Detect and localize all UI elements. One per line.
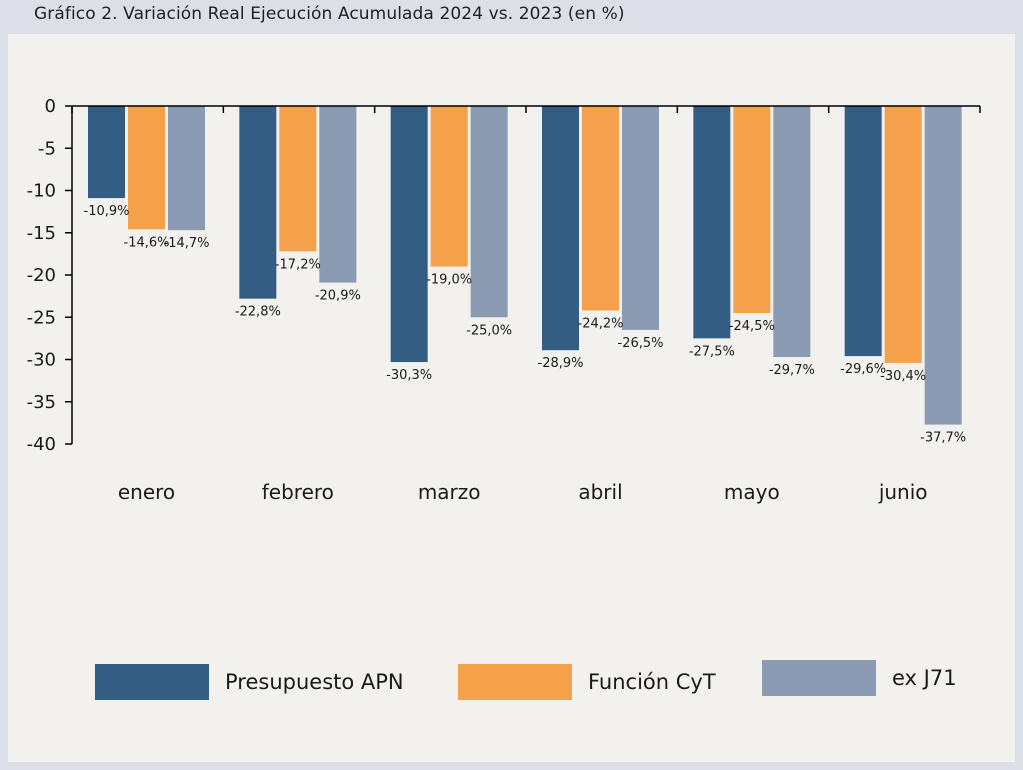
x-tick-label-febrero: febrero bbox=[262, 480, 334, 504]
y-tick-label: -35 bbox=[27, 392, 56, 413]
bar-funcion-cyt-enero bbox=[128, 106, 165, 230]
data-label-funcion-cyt-marzo: -19,0% bbox=[426, 273, 472, 288]
y-tick-label: -10 bbox=[27, 181, 56, 202]
bar-funcion-cyt-febrero bbox=[279, 106, 317, 252]
legend-item-ex-j71: ex J71 bbox=[762, 660, 982, 700]
data-label-presupuesto-apn-abril: -28,9% bbox=[538, 356, 584, 371]
legend-label-ex-j71: ex J71 bbox=[892, 666, 957, 690]
chart-panel: 0 -5 -10 -15 -20 -25 -30 -35 -40 enero febrero marz… bbox=[8, 34, 1015, 762]
legend-item-presupuesto-apn: Presupuesto APN bbox=[95, 664, 455, 704]
legend-swatch-funcion-cyt bbox=[458, 664, 572, 700]
data-label-presupuesto-apn-junio: -29,6% bbox=[840, 362, 886, 377]
x-tick-label-junio: junio bbox=[878, 480, 928, 504]
data-label-funcion-cyt-febrero: -17,2% bbox=[275, 257, 321, 272]
bar-presupuesto-apn-junio bbox=[844, 106, 882, 357]
legend-label-funcion-cyt: Función CyT bbox=[588, 670, 716, 694]
data-label-ex-j71-enero: -14,7% bbox=[164, 236, 210, 251]
data-label-presupuesto-apn-febrero: -22,8% bbox=[235, 305, 281, 320]
data-label-presupuesto-apn-marzo: -30,3% bbox=[386, 368, 432, 383]
bar-presupuesto-apn-febrero bbox=[239, 106, 277, 299]
data-label-funcion-cyt-enero: -14,6% bbox=[124, 235, 170, 250]
y-tick-label: 0 bbox=[45, 96, 56, 117]
legend-swatch-ex-j71 bbox=[762, 660, 876, 696]
data-label-ex-j71-abril: -26,5% bbox=[618, 336, 664, 351]
y-tick-label: -25 bbox=[27, 307, 56, 328]
bar-funcion-cyt-abril bbox=[582, 106, 619, 311]
bar-ex-j71-febrero bbox=[319, 106, 357, 283]
bar-chart: 0 -5 -10 -15 -20 -25 -30 -35 -40 enero febrero marz… bbox=[27, 96, 981, 504]
x-tick-label-enero: enero bbox=[118, 480, 175, 504]
x-tick-label-mayo: mayo bbox=[724, 480, 780, 504]
data-label-funcion-cyt-junio: -30,4% bbox=[880, 369, 926, 384]
y-tick-label: -40 bbox=[27, 434, 56, 455]
bar-ex-j71-enero bbox=[168, 106, 205, 231]
y-tick-label: -20 bbox=[27, 265, 56, 286]
legend-label-presupuesto-apn: Presupuesto APN bbox=[225, 670, 404, 694]
data-label-ex-j71-marzo: -25,0% bbox=[466, 323, 512, 338]
legend-swatch-presupuesto-apn bbox=[95, 664, 209, 700]
bar-ex-j71-junio bbox=[924, 106, 962, 425]
bar-funcion-cyt-marzo bbox=[430, 106, 468, 267]
data-label-presupuesto-apn-mayo: -27,5% bbox=[689, 344, 735, 359]
bar-ex-j71-abril bbox=[622, 106, 659, 330]
bar-ex-j71-marzo bbox=[470, 106, 508, 318]
bar-presupuesto-apn-marzo bbox=[390, 106, 428, 363]
data-label-ex-j71-mayo: -29,7% bbox=[769, 363, 815, 378]
bar-ex-j71-mayo bbox=[773, 106, 811, 357]
bar-presupuesto-apn-mayo bbox=[693, 106, 731, 339]
y-tick-label: -15 bbox=[27, 223, 56, 244]
data-label-ex-j71-febrero: -20,9% bbox=[315, 289, 361, 304]
x-tick-label-abril: abril bbox=[578, 480, 622, 504]
data-label-funcion-cyt-mayo: -24,5% bbox=[729, 319, 775, 334]
y-tick-label: -5 bbox=[38, 138, 56, 159]
bar-presupuesto-apn-abril bbox=[542, 106, 579, 351]
bar-presupuesto-apn-enero bbox=[88, 106, 125, 199]
bar-funcion-cyt-mayo bbox=[733, 106, 771, 314]
data-label-funcion-cyt-abril: -24,2% bbox=[578, 316, 624, 331]
x-tick-label-marzo: marzo bbox=[418, 480, 481, 504]
data-label-ex-j71-junio: -37,7% bbox=[920, 431, 966, 446]
chart-title: Gráfico 2. Variación Real Ejecución Acum… bbox=[34, 4, 625, 24]
data-label-presupuesto-apn-enero: -10,9% bbox=[84, 204, 130, 219]
bar-funcion-cyt-junio bbox=[884, 106, 922, 363]
legend-item-funcion-cyt: Función CyT bbox=[458, 664, 758, 704]
y-tick-label: -30 bbox=[27, 350, 56, 371]
